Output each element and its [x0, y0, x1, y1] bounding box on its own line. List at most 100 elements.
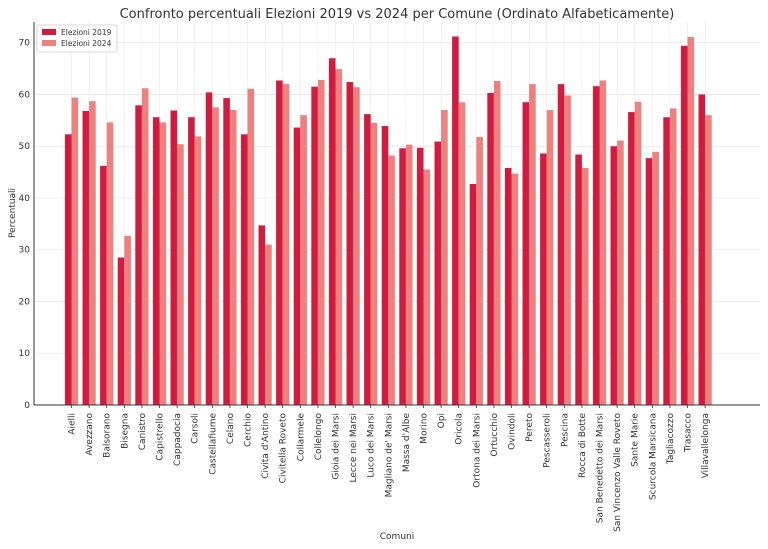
x-tick-label: Capistrello — [156, 413, 166, 461]
bar-2024 — [229, 109, 237, 406]
chart-title: Confronto percentuali Elezioni 2019 vs 2… — [120, 7, 675, 22]
legend-swatch-2024 — [42, 40, 56, 46]
bar-2019 — [152, 117, 160, 405]
x-tick-label: Magliano de' Marsi — [384, 413, 394, 497]
x-tick-label: Canistro — [138, 413, 148, 451]
bar-2024 — [458, 102, 466, 405]
x-tick-label: Pescina — [560, 413, 570, 447]
bar-2024 — [317, 79, 325, 405]
bar-2019 — [610, 146, 618, 405]
bar-2019 — [698, 94, 706, 406]
bar-2019 — [469, 184, 477, 405]
bar-2024 — [106, 122, 114, 405]
bar-2019 — [575, 154, 582, 405]
x-tick-label: Gioia dei Marsi — [332, 413, 342, 480]
y-axis-label: Percentuali — [8, 188, 18, 238]
x-tick-label: Bisegna — [120, 413, 130, 449]
bar-2024 — [705, 115, 712, 405]
bar-2019 — [557, 84, 565, 406]
x-tick-label: Sante Marie — [631, 413, 641, 467]
bar-2024 — [89, 101, 96, 405]
x-tick-label: Tagliacozzo — [666, 413, 676, 466]
x-tick-label: Pescasseroli — [543, 413, 553, 468]
x-tick-label: Villavallelonga — [701, 413, 711, 478]
bar-2024 — [687, 37, 695, 405]
bar-2019 — [188, 117, 195, 405]
bar-2019 — [364, 114, 371, 405]
legend-label-2019: Elezioni 2019 — [61, 28, 112, 37]
x-tick-label: Cappadocia — [173, 413, 183, 466]
bar-2024 — [300, 115, 307, 405]
x-tick-label: Civita d'Antino — [261, 413, 271, 479]
bar-2024 — [124, 235, 131, 405]
x-tick-label: San Benedetto dei Marsi — [596, 413, 606, 523]
y-tick-label: 20 — [19, 297, 31, 307]
bar-2019 — [64, 134, 72, 405]
x-tick-label: Luco dei Marsi — [367, 413, 377, 478]
legend-box — [36, 24, 118, 53]
bar-2024 — [634, 101, 642, 406]
bar-2019 — [170, 110, 178, 405]
bar-2024 — [177, 144, 184, 405]
x-tick-label: Oricola — [455, 413, 465, 445]
x-tick-label: Collelongo — [314, 413, 324, 461]
x-tick-label: Morino — [420, 413, 430, 444]
x-tick-label: Collarmele — [296, 413, 306, 462]
bar-2024 — [617, 140, 624, 405]
bar-2019 — [522, 102, 530, 405]
bar-2024 — [388, 155, 395, 405]
bar-2024 — [493, 81, 501, 405]
x-tick-label: Aielli — [68, 413, 78, 435]
x-tick-label: Avezzano — [85, 413, 95, 456]
bar-2024 — [247, 88, 255, 406]
bar-2024 — [476, 136, 483, 405]
y-ticks: 0 10 20 30 40 50 60 70 — [19, 39, 31, 411]
bar-2019 — [540, 153, 547, 405]
x-tick-label: Lecce nei Marsi — [349, 413, 359, 482]
bar-2019 — [381, 126, 389, 405]
x-tick-label: Carsoli — [191, 413, 201, 444]
bar-2019 — [135, 105, 142, 405]
x-tick-label: Opi — [437, 413, 447, 428]
bar-2024 — [441, 109, 448, 406]
bar-2019 — [452, 36, 459, 406]
bar-2019 — [205, 92, 213, 405]
bar-2024 — [652, 151, 659, 405]
bar-2024 — [159, 122, 167, 405]
bar-2024 — [265, 244, 272, 405]
x-tick-label: Pereto — [525, 413, 535, 442]
x-tick-label: San Vincenzo Valle Roveto — [613, 413, 623, 532]
x-tick-label: Ortucchio — [490, 413, 500, 457]
bar-2024 — [370, 122, 378, 406]
bar-2024 — [335, 69, 343, 405]
bar-2019 — [346, 82, 354, 405]
bar-2019 — [258, 225, 266, 405]
bar-2024 — [405, 144, 413, 405]
y-tick-label: 40 — [19, 194, 31, 204]
bar-2024 — [141, 88, 149, 405]
bar-2024 — [353, 87, 360, 406]
bar-2019 — [628, 112, 635, 405]
x-tick-label: Massa d'Albe — [402, 413, 412, 473]
bar-2024 — [511, 173, 519, 405]
y-tick-label: 50 — [19, 142, 31, 152]
y-tick-label: 10 — [19, 349, 31, 359]
bar-2024 — [71, 97, 79, 405]
y-tick-label: 30 — [19, 246, 31, 256]
bar-2024 — [423, 169, 431, 405]
bar-2019 — [293, 127, 301, 405]
x-axis-label: Comuni — [380, 532, 414, 542]
bar-2024 — [599, 80, 607, 406]
x-tick-label: Balsorano — [103, 413, 113, 458]
bars — [64, 36, 712, 406]
x-tick-label: Castellafiume — [208, 413, 218, 475]
bar-2019 — [399, 148, 406, 406]
bar-2019 — [117, 257, 125, 405]
bar-2019 — [328, 58, 336, 405]
bar-2019 — [680, 45, 688, 406]
bar-2024 — [529, 84, 536, 406]
bar-2024 — [282, 84, 290, 406]
bar-2019 — [240, 134, 248, 405]
